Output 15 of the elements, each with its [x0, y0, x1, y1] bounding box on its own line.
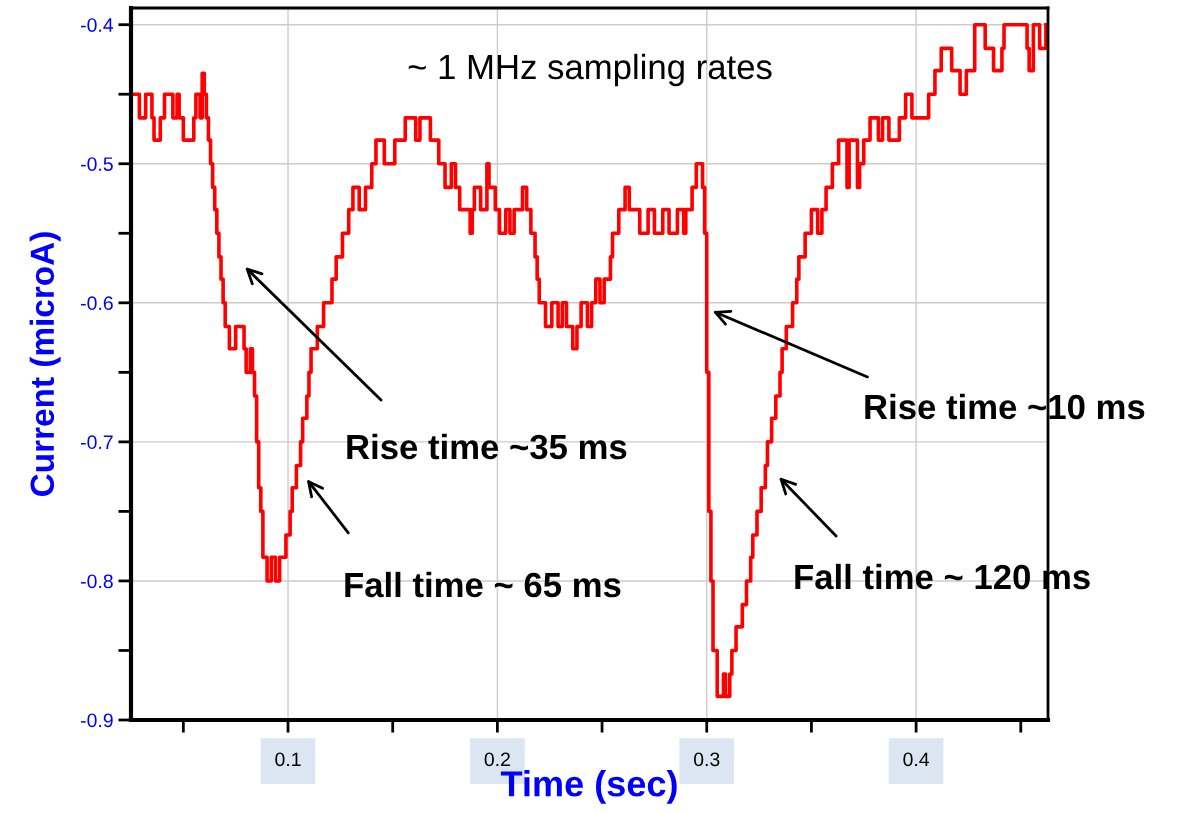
y-tick-label: -0.5	[81, 157, 113, 171]
x-tick-label: 0.1	[275, 752, 301, 767]
annotation: Fall time ~ 65 ms	[345, 571, 621, 598]
annotation: ~ 1 MHz sampling rates	[408, 53, 772, 87]
y-tick-label: -0.8	[81, 574, 113, 589]
x-tick-label: 0.3	[693, 752, 720, 767]
x-axis-title: Time (sec)	[500, 770, 677, 804]
x-tick-label: 0.2	[484, 752, 510, 767]
y-tick-label: -0.4	[81, 18, 114, 32]
x-tick-label: 0.4	[903, 752, 930, 767]
y-tick-label: -0.7	[81, 435, 113, 450]
y-tick-label: -0.9	[81, 713, 113, 728]
y-tick-label: -0.6	[81, 296, 113, 311]
annotation: Rise time ~35 ms	[347, 433, 627, 460]
y-axis-title: Current (microA)	[29, 232, 61, 496]
